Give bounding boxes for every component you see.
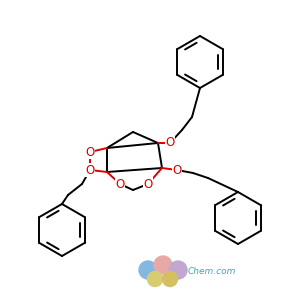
Circle shape xyxy=(163,272,178,286)
Text: O: O xyxy=(116,178,124,190)
Text: O: O xyxy=(143,178,153,190)
Text: O: O xyxy=(85,146,94,158)
Text: O: O xyxy=(165,136,175,149)
Text: O: O xyxy=(172,164,182,176)
Text: O: O xyxy=(85,164,94,176)
Text: Chem.com: Chem.com xyxy=(188,268,236,277)
Circle shape xyxy=(139,261,157,279)
Circle shape xyxy=(148,272,163,286)
Circle shape xyxy=(154,256,172,274)
Circle shape xyxy=(169,261,187,279)
